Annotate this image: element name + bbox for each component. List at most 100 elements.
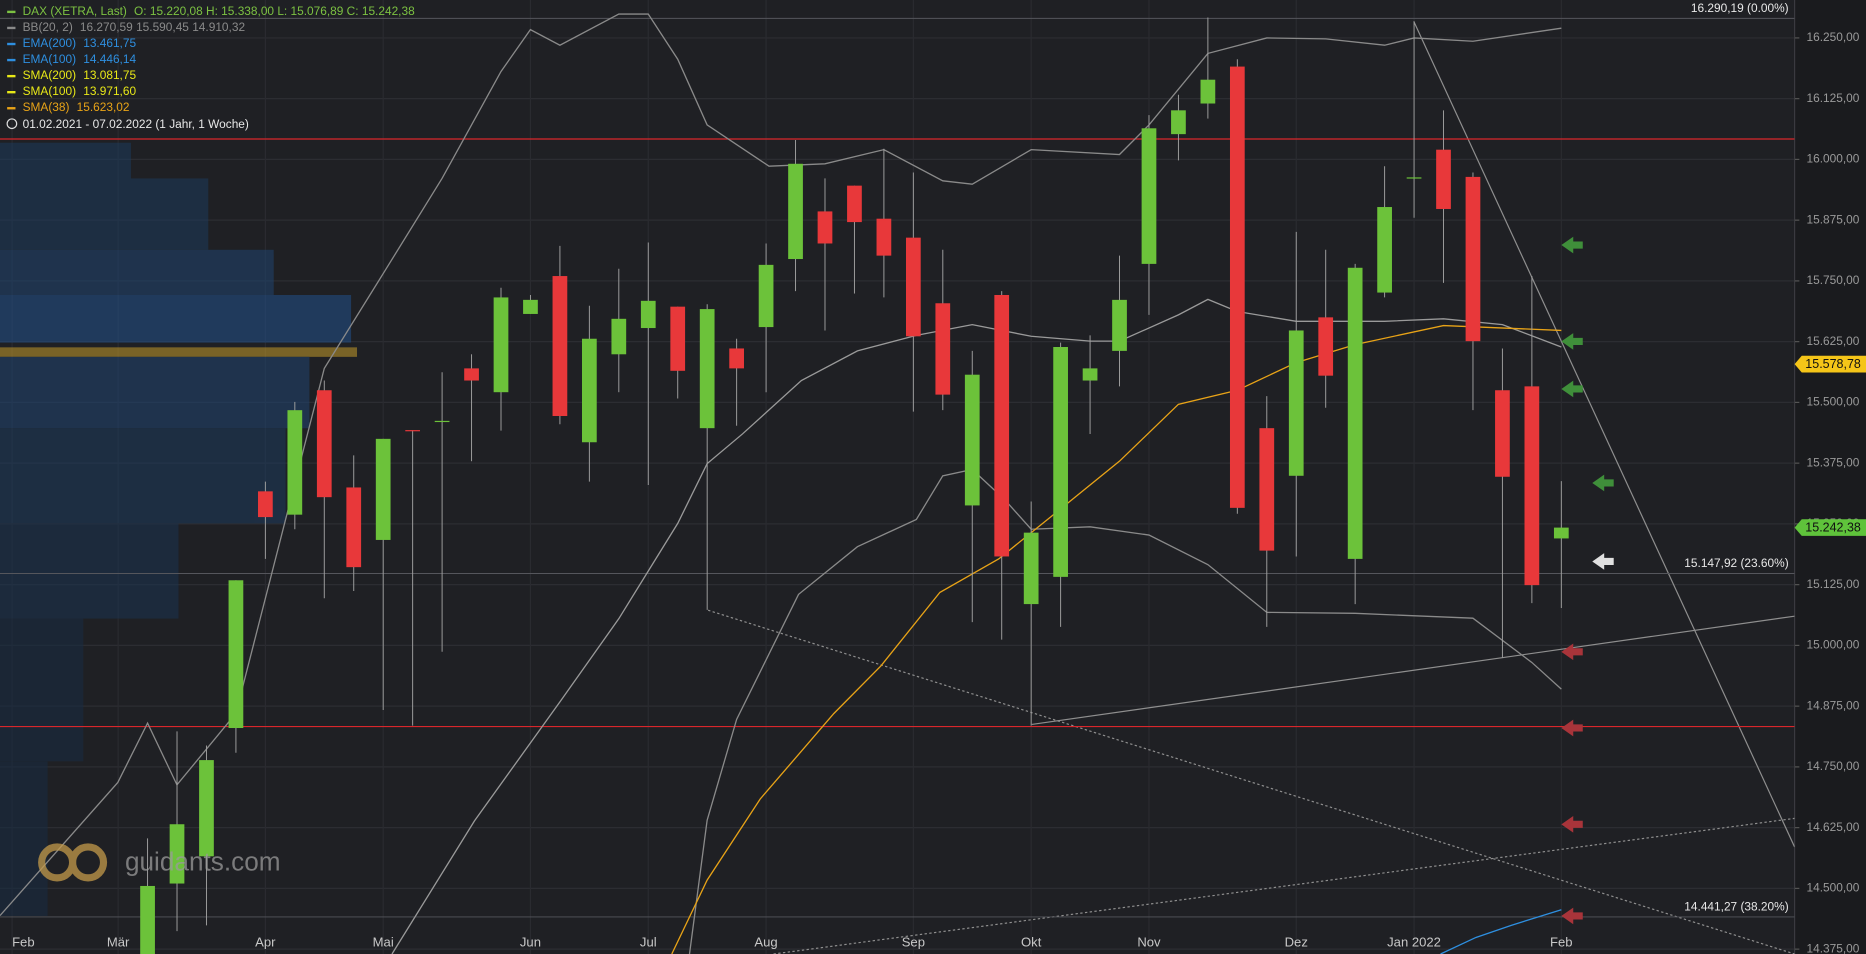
x-tick-label: Nov — [1137, 935, 1161, 950]
candle-body — [552, 276, 568, 417]
profile-bar — [0, 618, 84, 762]
candle-body — [140, 885, 155, 954]
indicator-line — [1440, 909, 1562, 954]
legend-entry: EMA(100) 14.446,14 — [23, 52, 137, 66]
arrow — [1561, 719, 1583, 737]
arrow — [1561, 380, 1583, 398]
legend-name: SMA(100) — [23, 84, 77, 98]
trendlines — [707, 21, 1795, 954]
candle-body — [1524, 386, 1540, 586]
legend-name: SMA(200) — [23, 68, 77, 82]
price-tag-label: 15.242,38 — [1805, 520, 1861, 534]
y-tick-label: 14.750,00 — [1806, 759, 1859, 773]
candle-body — [1377, 207, 1392, 293]
legend-values: 16.270,59 15.590,45 14.910,32 — [80, 20, 245, 34]
arrow — [1561, 643, 1583, 661]
profile-poc — [0, 347, 358, 357]
candle-body — [1347, 267, 1363, 559]
price-tag — [1794, 355, 1866, 373]
candle-body — [1200, 79, 1216, 104]
y-tick-label: 15.375,00 — [1806, 455, 1859, 469]
y-tick-label: 14.500,00 — [1806, 881, 1859, 895]
legend-name: EMA(100) — [23, 52, 77, 66]
candle-body — [1259, 428, 1275, 551]
candle-body — [346, 487, 362, 568]
candle-body — [876, 218, 892, 256]
y-axis-panel — [1794, 0, 1866, 954]
candle-body — [375, 438, 391, 540]
legend-entry: SMA(100) 13.971,60 — [23, 84, 137, 98]
legend-name: EMA(200) — [23, 36, 77, 50]
legend-values: 15.623,02 — [77, 100, 130, 114]
candle-body — [493, 297, 509, 393]
y-tick-label: 14.625,00 — [1806, 820, 1859, 834]
candle-body — [581, 338, 597, 443]
profile-bar — [0, 249, 274, 298]
legend-entry: BB(20, 2) 16.270,59 15.590,45 14.910,32 — [23, 20, 245, 34]
fib-label: 14.441,27 (38.20%) — [1684, 900, 1788, 914]
candle-body — [611, 318, 627, 355]
trendline — [1031, 615, 1795, 726]
candle-body — [258, 491, 273, 518]
candle-body — [1082, 368, 1098, 381]
price-tag-label: 15.578,78 — [1805, 357, 1861, 371]
legend-name: DAX (XETRA, Last) — [23, 4, 127, 18]
candle-body — [464, 368, 479, 381]
candle-body — [1406, 177, 1422, 179]
trendline — [1413, 21, 1795, 848]
x-tick-label: Jul — [640, 935, 657, 950]
trendline — [773, 817, 1795, 954]
y-tick-label: 15.500,00 — [1806, 395, 1859, 409]
profile-bar — [0, 356, 310, 429]
y-tick-label: 15.125,00 — [1806, 577, 1859, 591]
candle-body — [788, 163, 803, 260]
x-tick-label: Apr — [255, 935, 276, 950]
profile-bar — [0, 761, 48, 916]
indicator-line — [688, 468, 1562, 954]
candle-body — [1465, 176, 1481, 342]
candle-body — [1436, 149, 1451, 209]
logo-icon — [69, 843, 108, 882]
candle-body — [1141, 128, 1157, 264]
watermark: guidants.com — [125, 847, 281, 877]
legend-values: 13.461,75 — [83, 36, 136, 50]
logo: guidants.com — [38, 843, 281, 882]
legend-entry: EMA(200) 13.461,75 — [23, 36, 137, 50]
x-tick-label: Jan 2022 — [1387, 935, 1441, 950]
legend-entry: SMA(200) 13.081,75 — [23, 68, 137, 82]
legend-entry: SMA(38) 15.623,02 — [23, 100, 130, 114]
legend-values: 14.446,14 — [83, 52, 136, 66]
profile-bar — [0, 523, 179, 619]
candle-body — [905, 237, 921, 337]
candle-body — [847, 185, 862, 223]
legend-values: O: 15.220,08 H: 15.338,00 L: 15.076,89 C… — [134, 4, 415, 18]
signal-arrows — [1561, 236, 1614, 925]
period: 01.02.2021 - 07.02.2022 (1 Jahr, 1 Woche… — [23, 117, 249, 131]
candle-body — [1053, 346, 1068, 577]
candle-body — [1112, 299, 1127, 351]
x-tick-label: Okt — [1021, 935, 1042, 950]
y-tick-label: 16.250,00 — [1806, 30, 1859, 44]
volume-profile — [0, 142, 358, 916]
y-tick-label: 15.625,00 — [1806, 334, 1859, 348]
arrow — [1561, 236, 1583, 254]
legend-values: 13.971,60 — [83, 84, 136, 98]
x-tick-label: Feb — [1550, 935, 1573, 950]
arrow — [1561, 816, 1583, 833]
x-tick-label: Sep — [902, 935, 925, 950]
price-tag — [1794, 519, 1866, 536]
x-tick-label: Mai — [373, 935, 394, 950]
fib-label: 15.147,92 (23.60%) — [1684, 556, 1788, 570]
candle-body — [405, 430, 421, 432]
plot — [0, 13, 1795, 954]
candle-body — [1495, 390, 1510, 477]
candle-body — [670, 306, 686, 371]
candle-body — [287, 410, 303, 515]
candle-body — [699, 309, 715, 429]
candle-body — [316, 390, 332, 498]
candle-body — [1229, 66, 1245, 508]
x-tick-label: Aug — [754, 935, 777, 950]
candle-body — [434, 420, 450, 423]
candle-body — [228, 580, 244, 729]
